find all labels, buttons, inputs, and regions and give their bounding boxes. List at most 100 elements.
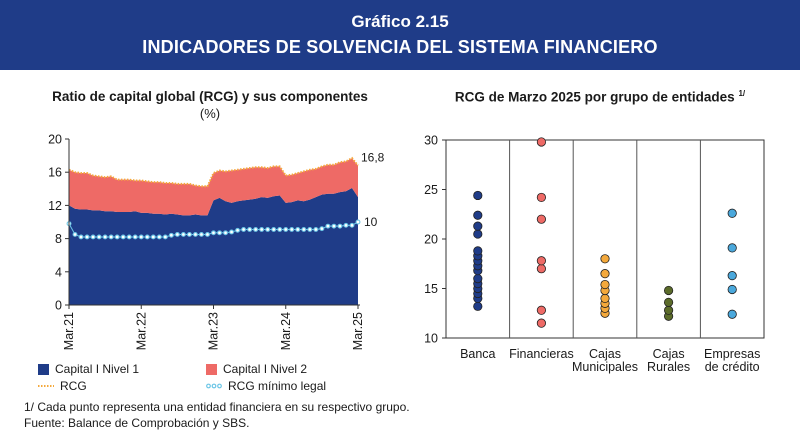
right-chart-title-text: RCG de Marzo 2025 por grupo de entidades xyxy=(454,89,735,105)
y-tick-label: 8 xyxy=(55,232,62,246)
y-tick-label: 25 xyxy=(424,183,438,197)
marker-rcg-minimo xyxy=(78,234,84,240)
legend-item-capital-nivel-1: Capital I Nivel 1 xyxy=(38,362,139,376)
marker-rcg-minimo xyxy=(205,232,210,237)
scatter-point xyxy=(473,190,483,201)
scatter-point xyxy=(727,208,737,218)
marker-rcg-minimo xyxy=(235,227,241,233)
x-tick-label: Mar.21 xyxy=(62,312,76,350)
y-tick-label: 20 xyxy=(48,133,62,147)
scatter-point xyxy=(600,269,610,279)
category-label: Municipales xyxy=(572,360,638,374)
area-capital-nivel-1 xyxy=(69,187,358,305)
marker-rcg-minimo xyxy=(144,234,150,240)
scatter-point xyxy=(536,318,547,328)
marker-rcg-minimo xyxy=(72,232,78,237)
line-rcg xyxy=(68,156,359,188)
category-label: Rurales xyxy=(647,360,690,374)
scatter-point xyxy=(600,279,610,290)
marker-rcg-minimo xyxy=(295,227,301,232)
right-chart-title: RCG de Marzo 2025 por grupo de entidades… xyxy=(420,89,780,105)
marker-rcg-minimo xyxy=(349,222,355,228)
marker-rcg-minimo xyxy=(319,226,325,232)
marker-rcg-minimo xyxy=(114,234,120,240)
y-tick-label: 16 xyxy=(48,166,62,180)
x-tick-label: Mar.23 xyxy=(207,312,221,350)
marker-rcg-minimo xyxy=(271,227,277,232)
marker-rcg-minimo xyxy=(102,234,108,240)
legend-swatch-capital-nivel-1 xyxy=(38,363,49,375)
scatter-point xyxy=(473,301,483,311)
left-chart-title: Ratio de capital global (RCG) y sus comp… xyxy=(52,89,368,104)
category-label: Financieras xyxy=(509,347,574,361)
scatter-point xyxy=(473,221,483,231)
marker-rcg-minimo xyxy=(253,227,259,232)
figure-number: Gráfico 2.15 xyxy=(351,12,449,31)
legend-item-rcg: RCG xyxy=(38,379,87,393)
marker-rcg-minimo xyxy=(211,230,216,236)
marker-rcg-minimo xyxy=(259,227,265,232)
marker-rcg-minimo xyxy=(138,234,144,240)
marker-rcg-minimo xyxy=(313,227,319,232)
data-label-minimo-last: 10 xyxy=(364,215,378,229)
marker-rcg-minimo xyxy=(132,234,138,240)
scatter-point xyxy=(473,210,483,220)
scatter-point xyxy=(473,229,483,239)
category-label: Cajas xyxy=(589,347,621,361)
scatter-point xyxy=(727,309,737,319)
scatter-point xyxy=(536,305,547,315)
marker-rcg-minimo xyxy=(174,232,180,237)
y-tick-label: 20 xyxy=(424,233,438,247)
marker-rcg-minimo xyxy=(96,234,102,240)
marker-rcg-minimo xyxy=(223,230,228,236)
marker-rcg-minimo xyxy=(168,232,174,238)
legend-label-rcg-minimo: RCG mínimo legal xyxy=(228,379,327,393)
scatter-point xyxy=(663,305,674,315)
y-tick-label: 12 xyxy=(48,199,62,213)
scatter-point xyxy=(663,285,674,296)
marker-rcg-minimo xyxy=(241,227,247,232)
marker-rcg-minimo xyxy=(199,232,204,237)
legend-label-rcg: RCG xyxy=(60,379,87,393)
marker-rcg-minimo xyxy=(247,227,253,232)
figure-banner: Gráfico 2.15 INDICADORES DE SOLVENCIA DE… xyxy=(0,0,800,70)
marker-rcg-minimo xyxy=(301,227,307,232)
legend-item-rcg-minimo: RCG mínimo legal xyxy=(206,379,326,393)
scatter-point xyxy=(727,271,737,281)
marker-rcg-minimo xyxy=(229,229,235,235)
category-label: Empresas xyxy=(704,347,760,361)
category-label: Banca xyxy=(460,347,495,361)
left-chart-unit: (%) xyxy=(199,106,221,121)
scatter-point xyxy=(536,137,547,147)
marker-rcg-minimo xyxy=(186,232,192,237)
marker-rcg-minimo xyxy=(156,234,162,240)
legend-swatch-capital-nivel-2 xyxy=(206,363,217,375)
marker-rcg-minimo xyxy=(337,223,343,229)
area-capital-nivel-2 xyxy=(69,158,358,216)
scatter-point xyxy=(473,273,483,284)
marker-rcg-minimo xyxy=(217,230,222,236)
category-label: de crédito xyxy=(705,360,760,374)
marker-rcg-minimo xyxy=(120,234,126,240)
marker-rcg-minimo xyxy=(90,234,96,240)
scatter-point xyxy=(727,284,737,295)
footnote: 1/ Cada punto representa una entidad fin… xyxy=(24,400,410,414)
scatter-point xyxy=(536,256,547,266)
scatter-point xyxy=(663,297,674,307)
legend-item-capital-nivel-2: Capital I Nivel 2 xyxy=(206,362,307,376)
y-tick-label: 4 xyxy=(55,265,62,279)
left-chart-legend: Capital I Nivel 1 Capital I Nivel 2 RCG … xyxy=(38,362,398,398)
marker-rcg-minimo xyxy=(283,227,289,232)
figure-title: INDICADORES DE SOLVENCIA DEL SISTEMA FIN… xyxy=(142,37,658,57)
marker-rcg-minimo xyxy=(343,222,349,228)
marker-rcg-minimo xyxy=(307,227,313,232)
y-tick-label: 15 xyxy=(424,282,438,296)
scatter-point xyxy=(473,246,483,256)
scatter-point xyxy=(600,293,610,303)
marker-rcg-minimo xyxy=(84,234,90,240)
x-tick-label: Mar.25 xyxy=(351,312,365,350)
marker-rcg-minimo xyxy=(180,232,186,237)
marker-rcg-minimo xyxy=(355,219,361,225)
